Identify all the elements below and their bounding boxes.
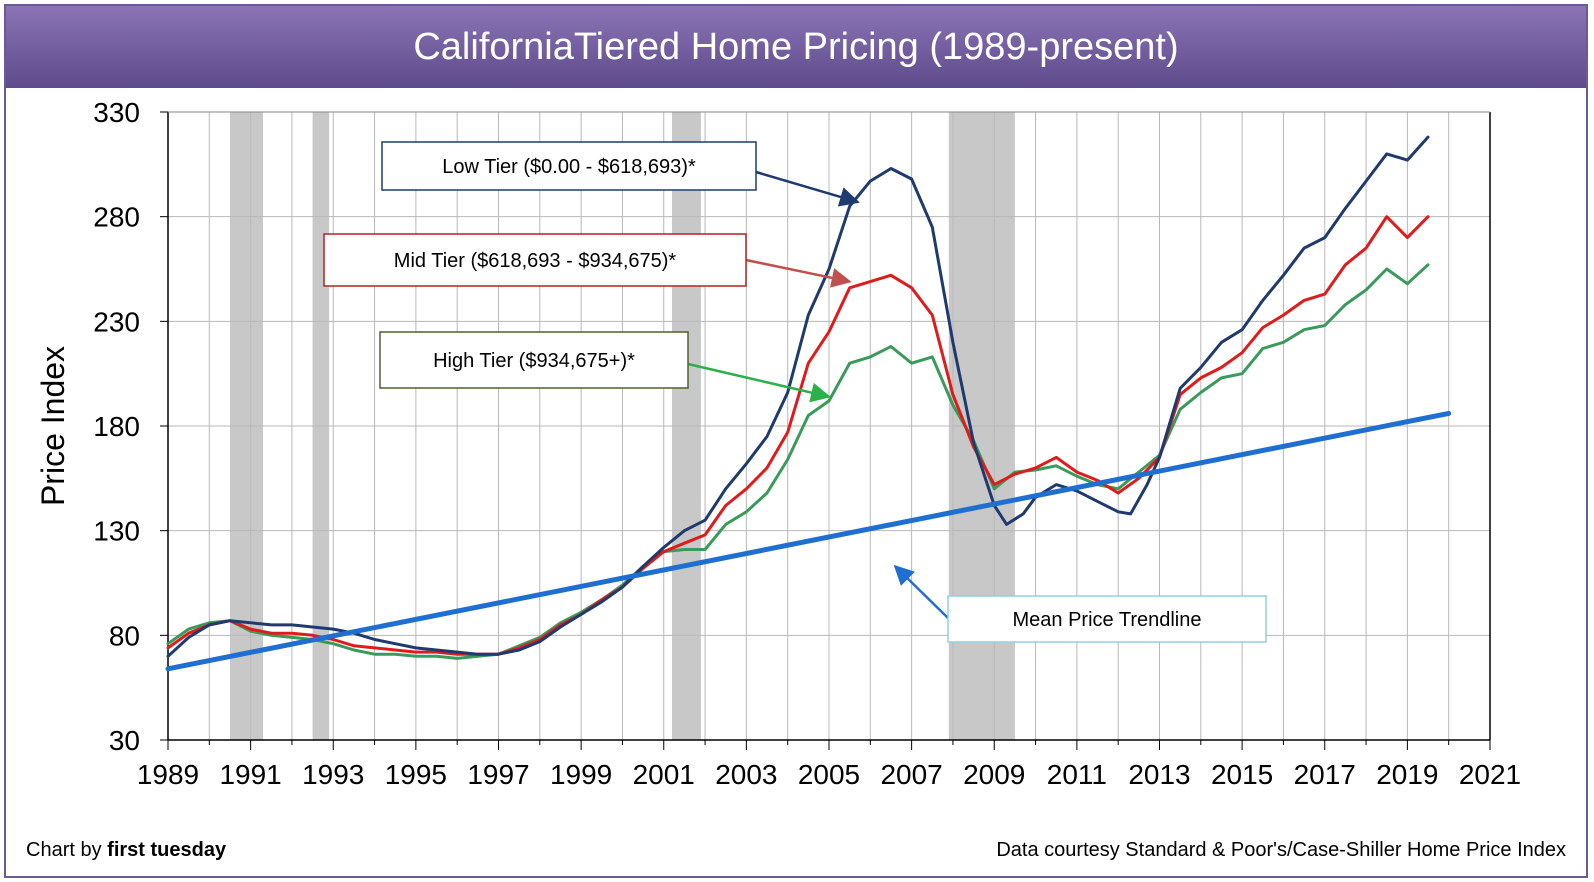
axes: 1989 1991 1993 1995 1997 1999 2001 2003 2005 2007… — [93, 97, 1521, 790]
credit-prefix: Chart by — [26, 839, 108, 861]
y-tick-label: 280 — [93, 202, 140, 233]
x-tick-label: 2001 — [633, 759, 695, 790]
y-tick-label: 180 — [93, 411, 140, 442]
annotations: Low Tier ($0.00 - $618,693)* Mid Tier ($6… — [323, 141, 1267, 643]
y-tick-label: 30 — [109, 725, 140, 756]
x-tick-label: 2007 — [880, 759, 942, 790]
x-tick-label: 2011 — [1047, 759, 1107, 790]
annotation-box-3 — [947, 595, 1267, 643]
x-tick-label: 2005 — [798, 759, 860, 790]
y-tick-label: 80 — [109, 620, 140, 651]
x-tick-label: 2019 — [1376, 759, 1438, 790]
annotation-label-2: High Tier ($934,675+)* — [433, 350, 635, 372]
chart-frame: CaliforniaTiered Home Pricing (1989-pres… — [4, 4, 1588, 878]
annotation-arrow-1 — [745, 258, 852, 288]
x-tick-label: 1995 — [385, 759, 447, 790]
series-line-3 — [165, 410, 1452, 672]
annotation-arrow-0 — [755, 170, 860, 207]
series-line-1 — [166, 215, 1430, 656]
credit-brand: first tuesday — [107, 839, 227, 861]
chart-credit: Chart by first tuesday — [26, 839, 226, 862]
data-source: Data courtesy Standard & Poor's/Case-Shi… — [996, 839, 1566, 861]
x-tick-label: 1989 — [137, 759, 199, 790]
chart-area: 1989 1991 1993 1995 1997 1999 2001 2003 2005 2007… — [35, 97, 1521, 790]
y-axis-label: Price Index — [35, 346, 71, 506]
y-tick-label: 130 — [93, 516, 140, 547]
x-tick-label: 1991 — [219, 759, 281, 790]
x-tick-label: 1999 — [550, 759, 612, 790]
x-tick-label: 1997 — [467, 759, 529, 790]
annotation-label-1: Mid Tier ($618,693 - $934,675)* — [394, 250, 677, 272]
series-lines — [165, 135, 1452, 672]
x-tick-label: 1993 — [302, 759, 364, 790]
annotation-label-0: Low Tier ($0.00 - $618,693)* — [442, 156, 696, 178]
annotation-arrow-3 — [893, 564, 949, 619]
annotation-arrow-2 — [687, 362, 831, 403]
series-line-0 — [166, 135, 1430, 658]
y-tick-label: 330 — [93, 97, 140, 128]
annotation-box-0 — [381, 141, 757, 191]
y-tick-label: 230 — [93, 306, 140, 337]
x-tick-label: 2021 — [1459, 759, 1521, 790]
title-bar: CaliforniaTiered Home Pricing (1989-pres… — [6, 6, 1586, 88]
x-tick-label: 2017 — [1294, 759, 1356, 790]
x-tick-label: 2003 — [715, 759, 777, 790]
annotation-label-3: Mean Price Trendline — [1013, 609, 1202, 631]
chart-title: CaliforniaTiered Home Pricing (1989-pres… — [413, 25, 1179, 68]
x-tick-label: 2009 — [963, 759, 1025, 790]
x-tick-label: 2013 — [1128, 759, 1190, 790]
annotation-box-2 — [379, 331, 689, 389]
annotation-box-1 — [323, 233, 747, 287]
x-tick-label: 2015 — [1211, 759, 1273, 790]
series-line-2 — [166, 263, 1430, 660]
